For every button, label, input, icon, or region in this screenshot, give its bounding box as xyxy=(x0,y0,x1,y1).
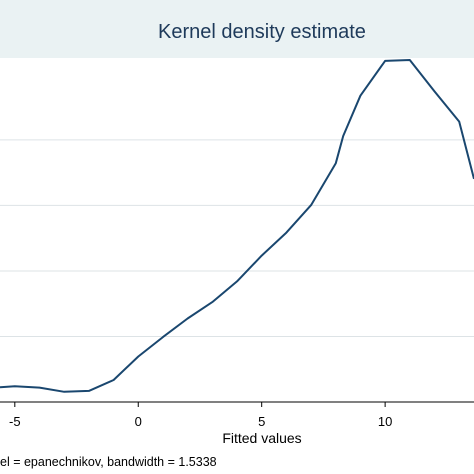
chart-title: Kernel density estimate xyxy=(158,21,366,43)
x-tick-label-2: 5 xyxy=(258,414,265,429)
x-tick-label-0: -5 xyxy=(9,414,21,429)
x-tick-label-1: 0 xyxy=(135,414,142,429)
title-band xyxy=(0,0,474,58)
density-curve xyxy=(0,59,474,393)
x-tick-label-3: 10 xyxy=(378,414,392,429)
x-axis-ticks: -5 0 5 10 xyxy=(9,402,392,429)
plot-area xyxy=(0,58,474,402)
chart-note: el = epanechnikov, bandwidth = 1.5338 xyxy=(0,455,217,469)
gridlines xyxy=(0,139,474,337)
x-axis-label: Fitted values xyxy=(222,430,301,446)
